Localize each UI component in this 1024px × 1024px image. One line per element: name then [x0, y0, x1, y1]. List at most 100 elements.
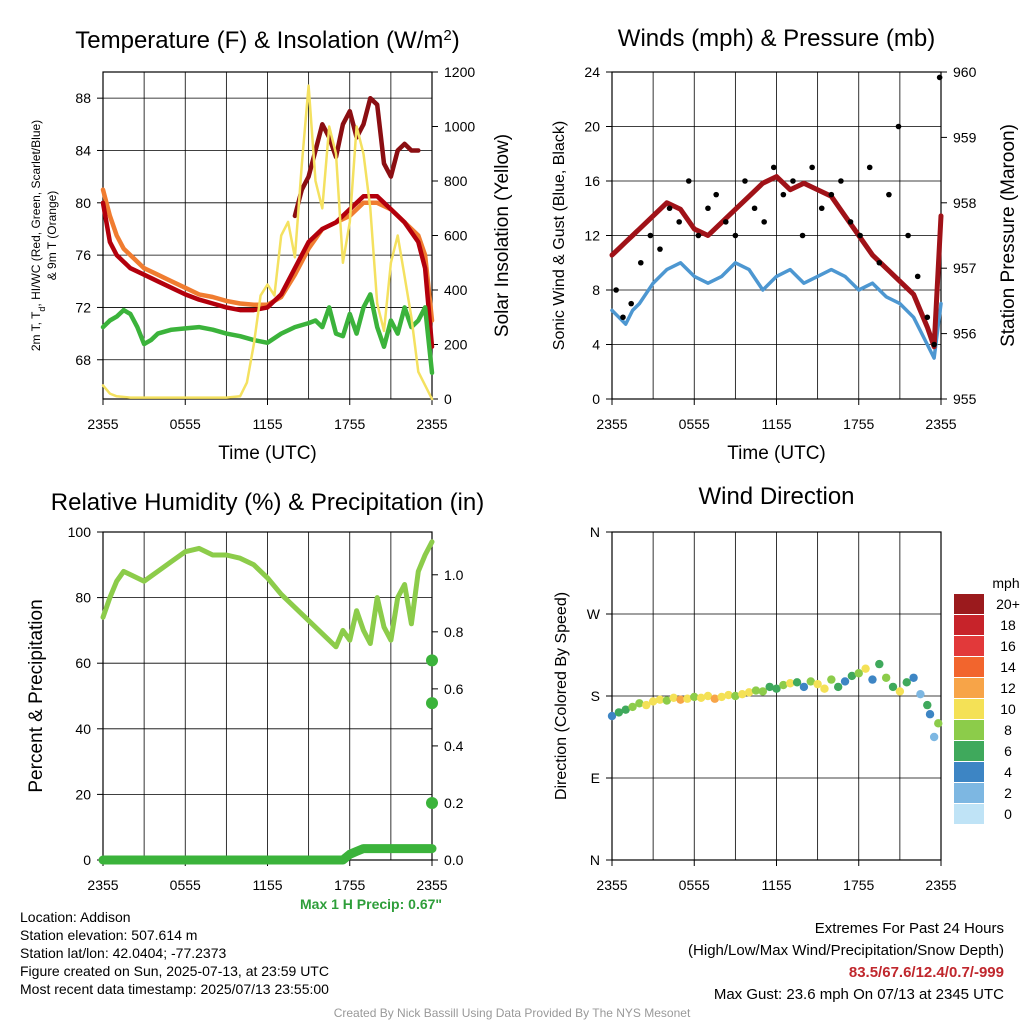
recent-timestamp: Most recent data timestamp: 2025/07/13 2…: [20, 981, 329, 997]
winds-gust-point: [676, 219, 682, 225]
temperature-y-tick-label: 72: [75, 299, 91, 315]
direction-point: [779, 680, 788, 690]
direction-y-tick-label: E: [591, 770, 600, 786]
direction-y-tick-label: W: [587, 606, 601, 622]
temperature-series-line: [100, 292, 435, 376]
direction-x-tick-label: 1155: [761, 877, 791, 893]
direction-point: [731, 691, 740, 701]
winds-gust-point: [742, 178, 748, 184]
direction-point: [614, 708, 624, 717]
winds-gust-point: [620, 314, 626, 321]
winds-gust-point: [613, 287, 619, 293]
direction-point: [628, 702, 637, 712]
temperature-series-line: [100, 194, 435, 349]
direction-point: [662, 696, 672, 705]
temperature-title: Temperature (F) & Insolation (W/m2): [75, 27, 459, 55]
winds-gust-point: [666, 205, 673, 212]
temperature-y2-tick-label: 200: [444, 337, 468, 353]
station-elevation: Station elevation: 507.614 m: [20, 927, 198, 943]
direction-legend-swatch: [954, 594, 984, 614]
winds-gust-point: [886, 191, 892, 198]
temperature-y2-tick-label: 800: [444, 173, 468, 189]
direction-point: [751, 686, 761, 695]
max-gust: Max Gust: 23.6 mph On 07/13 at 2345 UTC: [713, 986, 1004, 1003]
max-precip-label: Max 1 H Precip: 0.67": [300, 896, 443, 912]
direction-legend-swatch: [954, 741, 984, 761]
direction-point: [758, 687, 767, 696]
direction-legend-swatch: [954, 783, 984, 803]
winds-y-axis-label: Sonic Wind & Gust (Blue, Black): [551, 121, 568, 350]
direction-legend-label: 4: [1004, 764, 1012, 780]
extremes-subtitle: (High/Low/Max Wind/Precipitation/Snow De…: [688, 942, 1004, 959]
winds-gust-point: [799, 232, 806, 239]
winds-title: Winds (mph) & Pressure (mb): [618, 25, 935, 52]
direction-legend-swatch: [954, 762, 984, 782]
direction-y-tick-label: S: [591, 688, 600, 704]
winds-gust-point: [770, 164, 777, 171]
humidity-x-tick-label: 2355: [416, 877, 447, 893]
extremes-panel: Extremes For Past 24 Hours (High/Low/Max…: [688, 918, 1004, 1006]
direction-point: [765, 682, 774, 692]
humidity-y2-tick-label: 0.0: [444, 852, 464, 868]
direction-x-tick-label: 2355: [596, 877, 627, 893]
direction-legend-swatch: [954, 615, 984, 635]
winds-y-tick-label: 4: [592, 337, 600, 353]
direction-point: [655, 695, 665, 704]
winds-gust-point: [790, 178, 796, 184]
temperature-y-tick-label: 84: [75, 142, 91, 158]
humidity-y-tick-label: 20: [75, 786, 91, 802]
temperature-y2-tick-label: 600: [444, 228, 468, 244]
winds-gust-point: [705, 205, 711, 212]
direction-point: [813, 679, 822, 689]
direction-legend-label: 14: [1000, 659, 1016, 675]
winds-x-tick-label: 2355: [925, 416, 956, 432]
winds-y-tick-label: 20: [584, 119, 600, 135]
direction-legend-swatch: [954, 720, 984, 740]
winds-gust-point: [866, 164, 873, 171]
winds-y2-tick-label: 958: [953, 195, 977, 211]
direction-point: [607, 711, 617, 721]
winds-y-tick-label: 8: [592, 282, 600, 298]
temperature-y-tick-label: 88: [75, 90, 91, 106]
direction-x-tick-label: 0555: [679, 877, 710, 893]
direction-point: [792, 678, 802, 687]
direction-legend-label: 16: [1000, 638, 1016, 654]
winds-gust-point: [657, 246, 663, 252]
humidity-precip-line: [98, 844, 437, 865]
humidity-y-tick-label: 60: [75, 655, 91, 671]
direction-point: [888, 682, 898, 692]
direction-point: [648, 697, 658, 706]
direction-point: [909, 673, 918, 682]
winds-y2-tick-label: 959: [953, 129, 977, 145]
temperature-y2-axis-label: Solar Insolation (Yellow): [492, 134, 513, 337]
direction-legend-swatch: [954, 678, 984, 698]
direction-y-tick-label: N: [590, 524, 600, 540]
direction-legend-label: 12: [1000, 680, 1016, 696]
winds-x-tick-label: 2355: [596, 416, 627, 432]
direction-point: [724, 690, 733, 700]
winds-gust-point: [751, 205, 758, 212]
direction-legend-label: 20+: [996, 596, 1020, 612]
winds-y2-tick-label: 955: [953, 391, 977, 407]
direction-point: [717, 692, 726, 702]
winds-gust-point: [647, 232, 654, 239]
direction-y-axis-label: Direction (Colored By Speed): [553, 592, 570, 800]
humidity-precip-point: [426, 796, 438, 809]
temperature-y-tick-label: 68: [75, 352, 91, 368]
temperature-series-line: [100, 187, 435, 323]
direction-legend-swatch: [954, 636, 984, 656]
winds-gust-point: [828, 191, 835, 198]
winds-gust-point: [685, 178, 692, 184]
humidity-title: Relative Humidity (%) & Precipitation (i…: [51, 489, 484, 516]
credit-line: Created By Nick Bassill Using Data Provi…: [333, 1006, 691, 1020]
figure-created: Figure created on Sun, 2025-07-13, at 23…: [20, 963, 329, 979]
direction-point: [703, 691, 713, 701]
direction-point: [881, 673, 891, 682]
direction-legend-title: mph: [992, 575, 1019, 591]
direction-point: [854, 669, 863, 678]
extremes-values: 83.5/67.6/12.4/0.7/-999: [848, 964, 1004, 981]
winds-x-tick-label: 1155: [761, 416, 791, 432]
winds-gust-point: [713, 191, 719, 198]
direction-point: [929, 732, 939, 742]
